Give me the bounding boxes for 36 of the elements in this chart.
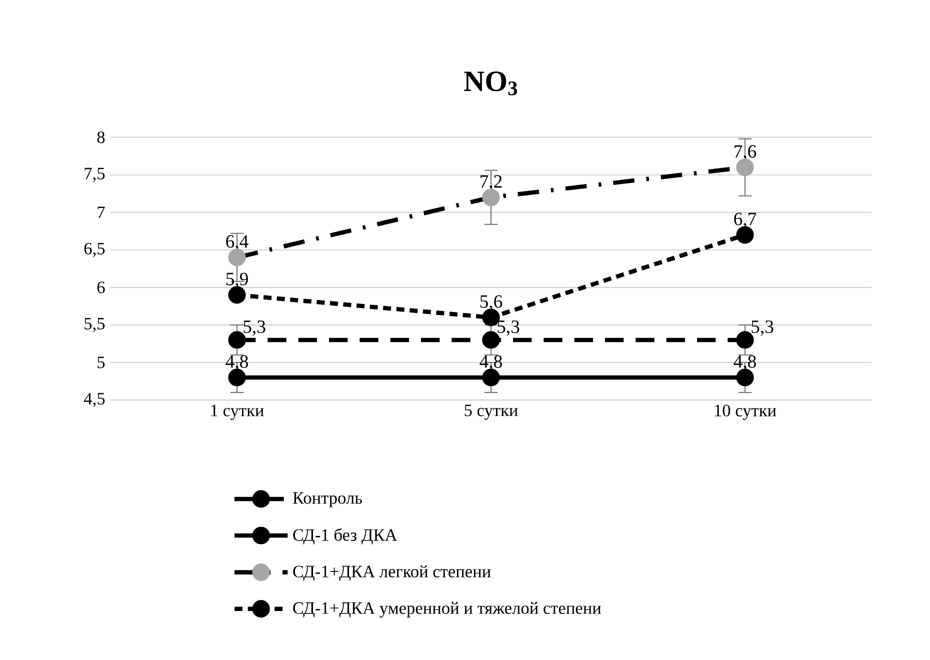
legend-label: Контроль (292, 492, 362, 508)
legend-label: СД-1+ДКА умеренной и тяжелой степени (293, 602, 602, 618)
point (482, 188, 500, 206)
point (228, 368, 246, 386)
point (482, 368, 500, 386)
y-tick-label: 6 (97, 282, 105, 294)
x-tick-label: 10 сутки (715, 404, 776, 420)
data-label: 5,6 (480, 295, 502, 311)
y-tick-label: 7,5 (84, 168, 105, 182)
point (228, 286, 246, 304)
data-label: 7,2 (480, 175, 502, 190)
data-label: 4,8 (734, 355, 756, 371)
data-label: 4,8 (226, 355, 248, 371)
x-tick-label: 1 сутки (211, 404, 264, 420)
data-label: 7,6 (734, 145, 756, 160)
x-tick-label: 5 сутки (464, 404, 518, 420)
data-label: 6,7 (734, 212, 756, 228)
y-tick-label: 4,5 (84, 392, 105, 408)
y-tick-label: 6,5 (84, 242, 105, 257)
data-label: 5,3 (498, 320, 520, 336)
point (228, 248, 246, 266)
y-tick-label: 8 (97, 131, 105, 144)
data-label: 5,3 (752, 320, 774, 336)
data-label: 5,3 (244, 320, 266, 336)
data-label: 4,8 (480, 355, 502, 371)
point (736, 226, 754, 244)
point (736, 368, 754, 386)
legend-label: СД-1 без ДКА (293, 528, 398, 544)
y-tick-label: 7 (98, 206, 105, 218)
data-label: 5,9 (226, 272, 248, 288)
data-label: 6,4 (226, 235, 248, 250)
point (736, 158, 754, 176)
y-tick-label: 5,5 (84, 318, 105, 332)
y-tick-label: 5 (98, 356, 105, 368)
chart-title: NO$_{3}$ (464, 72, 518, 96)
legend-label: СД-1+ДКА легкой степени (293, 565, 491, 581)
